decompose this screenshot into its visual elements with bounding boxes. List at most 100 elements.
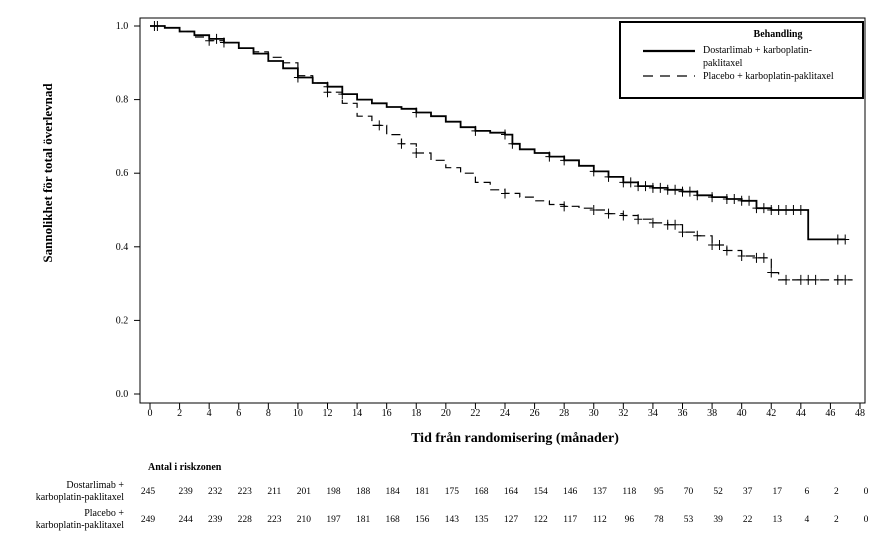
censor-mark bbox=[205, 35, 214, 46]
risk-value: 146 bbox=[563, 487, 578, 497]
censor-mark bbox=[789, 205, 798, 215]
risk-value: 181 bbox=[356, 515, 371, 525]
censor-mark bbox=[708, 239, 717, 250]
censor-mark bbox=[671, 184, 680, 195]
censor-mark bbox=[648, 182, 657, 193]
censor-mark bbox=[745, 195, 754, 206]
censor-marks bbox=[150, 21, 850, 285]
risk-row-1-label-line2: karboplatin-paklitaxel bbox=[36, 492, 125, 503]
x-axis-label: Tid från randomisering (månader) bbox=[411, 431, 619, 446]
risk-value: 53 bbox=[684, 515, 694, 525]
x-tick-label: 14 bbox=[352, 408, 362, 419]
x-tick-label: 32 bbox=[618, 408, 628, 419]
legend-entry-1-line2: paklitaxel bbox=[703, 58, 743, 69]
censor-mark bbox=[693, 230, 702, 241]
risk-value: 198 bbox=[326, 487, 341, 497]
risk-value: 39 bbox=[713, 515, 723, 525]
x-tick-label: 10 bbox=[293, 408, 303, 419]
risk-value: 95 bbox=[654, 487, 664, 497]
censor-mark bbox=[604, 208, 613, 219]
x-tick-label: 34 bbox=[648, 408, 658, 419]
censor-mark bbox=[323, 87, 332, 98]
risk-value: 52 bbox=[713, 487, 723, 497]
curve-placebo bbox=[150, 25, 853, 281]
risk-value: 4 bbox=[804, 515, 809, 525]
censor-mark bbox=[782, 205, 791, 215]
legend-entry-2: Placebo + karboplatin-paklitaxel bbox=[703, 71, 834, 82]
risk-row-2-label-line2: karboplatin-paklitaxel bbox=[36, 520, 125, 531]
risk-value: 143 bbox=[445, 515, 460, 525]
y-tick-label: 0.8 bbox=[116, 95, 129, 106]
censor-mark bbox=[589, 166, 598, 177]
risk-value: 188 bbox=[356, 487, 371, 497]
x-tick-label: 44 bbox=[796, 408, 806, 419]
x-tick-label: 26 bbox=[530, 408, 540, 419]
risk-value: 137 bbox=[593, 487, 608, 497]
risk-value: 211 bbox=[267, 487, 281, 497]
legend-entry-1-line1: Dostarlimab + karboplatin- bbox=[703, 45, 812, 56]
risk-value: 232 bbox=[208, 487, 223, 497]
x-tick-label: 4 bbox=[207, 408, 212, 419]
risk-row-1-label-line1: Dostarlimab + bbox=[66, 480, 124, 491]
risk-table: Antal i riskzonen Dostarlimab + karbopla… bbox=[36, 462, 869, 531]
censor-mark bbox=[501, 188, 509, 199]
risk-value: 223 bbox=[238, 487, 253, 497]
censor-mark bbox=[693, 190, 702, 201]
censor-mark bbox=[752, 252, 761, 263]
x-axis: 0 2 4 6 8 10 12 14 16 18 20 22 24 26 28 30 32 34 36 38 40 42 4… bbox=[148, 403, 865, 419]
censor-mark bbox=[722, 193, 731, 204]
risk-row-2-label-line1: Placebo + bbox=[84, 508, 124, 519]
censor-mark bbox=[752, 203, 761, 214]
x-tick-label: 2 bbox=[177, 408, 182, 419]
x-tick-label: 24 bbox=[500, 408, 510, 419]
risk-value: 127 bbox=[504, 515, 519, 525]
plot-border bbox=[139, 17, 866, 404]
censor-mark bbox=[471, 125, 480, 136]
censor-mark bbox=[656, 182, 665, 193]
censor-mark bbox=[634, 214, 643, 225]
censor-mark bbox=[589, 205, 598, 215]
censor-mark bbox=[375, 120, 384, 131]
censor-mark bbox=[153, 21, 162, 31]
y-axis-label: Sannolikhet för total överlevnad bbox=[40, 83, 55, 263]
censor-mark bbox=[634, 181, 643, 192]
censor-mark bbox=[648, 217, 657, 228]
x-tick-label: 40 bbox=[737, 408, 747, 419]
risk-value: 244 bbox=[178, 515, 193, 525]
risk-value: 2 bbox=[834, 515, 839, 525]
risk-value: 78 bbox=[654, 515, 664, 525]
risk-value: 223 bbox=[267, 515, 282, 525]
censor-mark bbox=[641, 181, 650, 192]
x-tick-label: 42 bbox=[766, 408, 776, 419]
y-axis: 0.0 0.2 0.4 0.6 0.8 1.0 bbox=[116, 21, 140, 400]
plot-frame bbox=[139, 17, 866, 404]
risk-value: 249 bbox=[141, 515, 156, 525]
legend: Behandling Dostarlimab + karboplatin- pa… bbox=[619, 21, 864, 99]
censor-mark bbox=[619, 210, 628, 221]
y-tick-label: 0.4 bbox=[116, 242, 129, 253]
risk-value: 22 bbox=[743, 515, 753, 525]
censor-mark bbox=[619, 177, 628, 188]
risk-value: 70 bbox=[684, 487, 694, 497]
x-tick-label: 38 bbox=[707, 408, 717, 419]
x-tick-label: 8 bbox=[266, 408, 271, 419]
censor-mark bbox=[804, 274, 813, 285]
censor-mark bbox=[663, 219, 672, 230]
censor-mark bbox=[737, 251, 746, 261]
risk-table-title: Antal i riskzonen bbox=[148, 462, 222, 473]
censor-mark bbox=[759, 252, 768, 263]
risk-value: 13 bbox=[773, 515, 783, 525]
censor-mark bbox=[663, 184, 672, 195]
censor-mark bbox=[833, 274, 842, 285]
censor-mark bbox=[671, 219, 680, 230]
x-tick-label: 36 bbox=[678, 408, 688, 419]
censor-mark bbox=[722, 245, 731, 256]
censor-mark bbox=[508, 138, 517, 149]
censor-mark bbox=[560, 155, 569, 166]
risk-value: 117 bbox=[563, 515, 577, 525]
risk-value: 245 bbox=[141, 487, 156, 497]
risk-value: 239 bbox=[178, 487, 193, 497]
censor-mark bbox=[767, 205, 776, 215]
risk-value: 118 bbox=[622, 487, 636, 497]
